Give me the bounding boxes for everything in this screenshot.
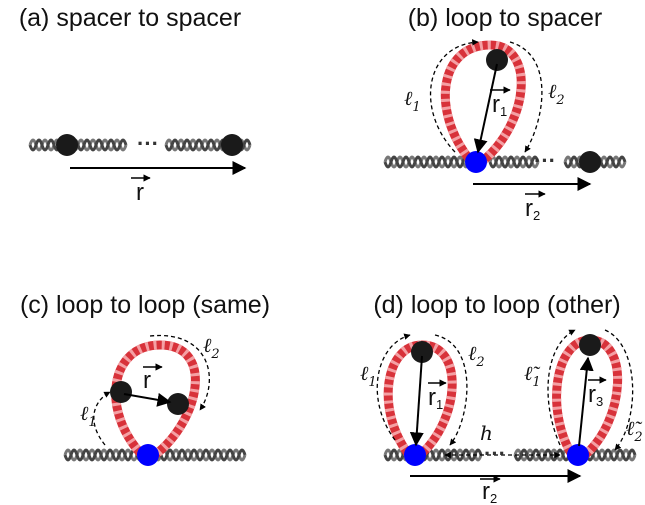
label-text: r [588,381,596,408]
vector-label: r [136,179,144,206]
panel-title: (b) loop to spacer [408,4,603,32]
length-label: ℓ1 [80,401,97,430]
vector-label: r1 [428,384,443,412]
panel-title: (d) loop to loop (other) [373,291,620,319]
anchor-bead [465,151,487,173]
label-text: r [492,91,500,118]
vector-label: r [143,367,151,394]
arrow [416,356,422,445]
label-text: r [428,384,436,411]
bead [56,134,78,156]
bead [579,334,601,356]
label-sub: 1 [412,100,420,115]
label-sub: 3 [596,394,603,409]
bead [110,381,132,403]
label-sub: 2 [210,347,219,362]
bead [167,393,189,415]
label-sub: 1 [532,375,540,390]
label-sub: 1 [368,375,376,390]
ellipsis: ··· [137,131,159,156]
label-sub: 2 [633,430,642,445]
length-label: ℓ̃1 [524,361,541,390]
arrow [579,358,588,446]
panel-title: (a) spacer to spacer [19,4,241,32]
vector-label: r2 [482,478,497,505]
bead [579,151,601,173]
panel-title: (c) loop to loop (same) [20,291,270,319]
label-sub: 2 [490,491,497,505]
label-sub: 2 [533,208,540,223]
label-sub: 2 [475,355,484,370]
length-label: ℓ2 [468,341,485,370]
length-label: ℓ̃2 [626,416,643,445]
anchor-bead [567,444,589,466]
label-sub: 1 [500,104,507,119]
label-text: r [143,367,151,394]
length-label: ℓ1 [404,86,421,115]
label-text: h [480,421,493,445]
shapes [30,42,635,479]
anchor-bead [137,444,159,466]
label-sub: 1 [436,397,443,412]
label-sub: 2 [555,93,564,108]
bead [221,134,243,156]
label-text: r [482,478,490,505]
label-text: r [136,179,144,206]
length-label: ℓ1 [360,361,377,390]
vector-label: r3 [588,381,603,409]
ellipsis: ··· [534,148,556,173]
length-label: ℓ2 [548,79,565,108]
label-sub: 1 [88,415,96,430]
vector-label: r1 [492,91,507,119]
distance-label: h [480,421,493,445]
figure: (a) spacer to spacer (b) loop to spacer … [0,0,645,505]
label-text: r [525,195,533,222]
length-label: ℓ2 [203,333,220,362]
vector-label: r2 [525,195,540,223]
anchor-bead [404,444,426,466]
arrow [124,394,170,402]
